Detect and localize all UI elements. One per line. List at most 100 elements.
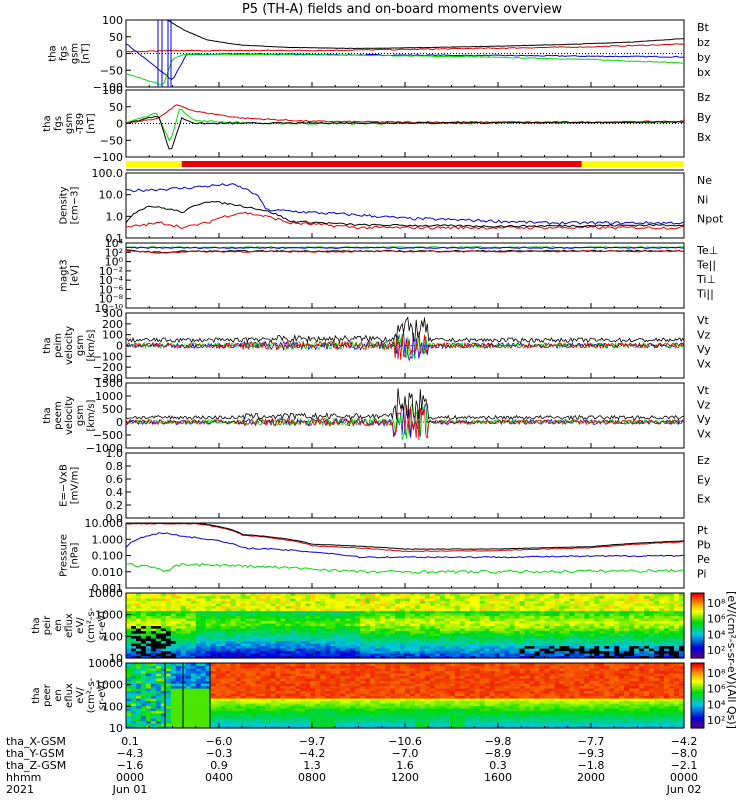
p10-cell <box>320 723 326 727</box>
p9-cell <box>300 638 306 642</box>
p9-cell <box>569 625 575 629</box>
p10-cell <box>170 725 177 729</box>
p9-cell <box>260 618 267 622</box>
p9-cell <box>200 600 207 604</box>
p9-cell <box>584 610 590 614</box>
p10-cell <box>145 705 152 709</box>
p9-cell <box>280 635 286 639</box>
p2-ytick-label: −50 <box>100 134 123 147</box>
p9-cell <box>355 643 361 647</box>
p10-cell <box>429 720 436 724</box>
p10-cell <box>270 710 277 714</box>
p9-cell <box>599 615 605 619</box>
p9-cell <box>250 630 257 634</box>
p10-cell <box>415 668 421 672</box>
p9-cell <box>295 640 301 644</box>
p10-cell <box>270 698 277 702</box>
p2-ylabel: -T89 <box>75 113 86 135</box>
p10-cell <box>429 680 436 684</box>
p9-cell <box>524 628 531 632</box>
p10-cell <box>370 673 376 677</box>
p9-cell <box>664 595 670 599</box>
p9-cell <box>225 625 232 629</box>
p10-cell <box>390 685 396 689</box>
p9-cell <box>639 625 645 629</box>
p9-cell <box>275 653 282 657</box>
p9-cell <box>554 600 561 604</box>
p10-cell <box>400 690 406 694</box>
p9-cell <box>494 595 501 599</box>
p9-cell <box>474 608 481 612</box>
p10-cell <box>429 690 436 694</box>
p9-cell <box>664 655 670 659</box>
p10-cell <box>375 688 381 692</box>
p10-cell <box>419 690 426 694</box>
p9-cell <box>140 595 147 599</box>
p9-cell <box>245 598 252 602</box>
p9-cell <box>469 608 476 612</box>
p9-cell <box>584 595 590 599</box>
p10-cell <box>275 663 282 667</box>
p10-cell <box>350 665 356 669</box>
p10-cell <box>370 675 376 679</box>
p9-cell <box>405 623 411 627</box>
p9-cell <box>405 648 411 652</box>
p9-cell <box>270 655 277 659</box>
p9-cell <box>499 598 506 602</box>
p9-cell <box>664 648 670 652</box>
p10-cell <box>220 685 227 689</box>
p9-cell <box>131 593 137 597</box>
p9-cell <box>300 595 306 599</box>
p9-cell <box>459 633 466 637</box>
p10-cell <box>210 698 217 702</box>
p9-cell <box>534 628 541 632</box>
p10-cell <box>205 678 212 682</box>
p10-cell <box>210 688 217 692</box>
p9-cell <box>434 615 441 619</box>
p10-cell <box>280 703 286 707</box>
p9-cell <box>300 615 306 619</box>
p9-cell <box>614 605 620 609</box>
p9-cell <box>260 593 267 597</box>
p10-cell <box>365 710 371 714</box>
p9-cell <box>659 613 665 617</box>
p10-cell <box>215 700 222 704</box>
p10-cell <box>315 678 321 682</box>
p9-cell <box>325 620 331 624</box>
p10-cell <box>335 670 341 674</box>
p9-cell <box>579 630 585 634</box>
p9-cell <box>215 640 222 644</box>
p10-cell <box>290 663 296 667</box>
p9-cell <box>609 640 615 644</box>
p9-cell <box>654 653 660 657</box>
p9-cell <box>634 615 640 619</box>
p9-cell <box>415 603 421 607</box>
p10-cell <box>340 695 346 699</box>
p9-cell <box>195 605 202 609</box>
p9-cell <box>390 598 396 602</box>
p9-cell <box>639 635 645 639</box>
p9-cell <box>320 655 326 659</box>
p10-cell <box>340 685 346 689</box>
p10-cell <box>160 705 167 709</box>
p9-cell <box>484 643 491 647</box>
p9-cell <box>345 620 351 624</box>
p9-cell <box>195 595 202 599</box>
p9-cell <box>335 643 341 647</box>
p10-cell <box>240 668 247 672</box>
p9-cell <box>519 595 526 599</box>
p10-cell <box>205 693 212 697</box>
p9-cell <box>165 605 172 609</box>
p10-cell <box>225 668 232 672</box>
p10-cell <box>136 723 142 727</box>
p9-cell <box>345 633 351 637</box>
p9-cell <box>529 630 536 634</box>
p9-cell <box>624 630 630 634</box>
p9-cell <box>569 655 575 659</box>
p9-cell <box>335 635 341 639</box>
p10-cell <box>400 670 406 674</box>
p9-cell <box>589 628 595 632</box>
p9-cell <box>245 610 252 614</box>
p10-cell <box>419 705 426 709</box>
p9-cell <box>469 635 476 639</box>
